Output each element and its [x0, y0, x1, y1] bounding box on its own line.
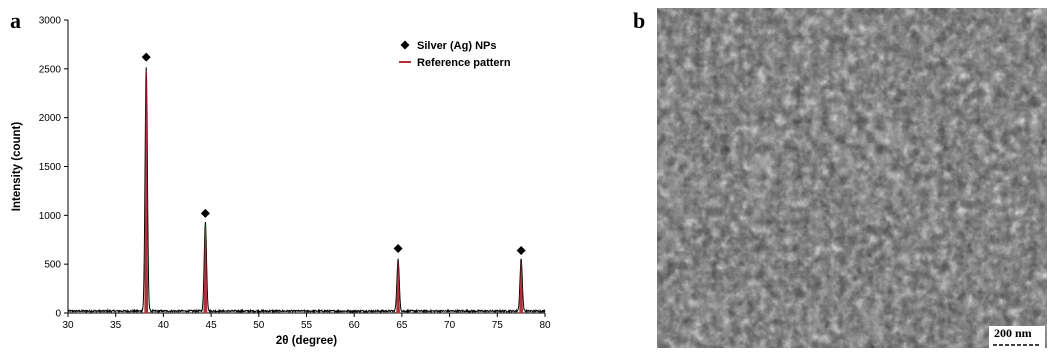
- y-tick-label: 500: [44, 260, 61, 271]
- panel-b-letter: b: [633, 8, 646, 33]
- y-tick-label: 0: [55, 309, 61, 320]
- legend-label-silver: Silver (Ag) NPs: [417, 40, 496, 52]
- sem-image: [657, 8, 1047, 348]
- measured-pattern-line: [67, 67, 546, 314]
- peak-diamond-marker: [200, 208, 210, 218]
- reference-peak: [519, 262, 524, 314]
- y-tick-label: 1000: [39, 211, 62, 222]
- x-tick-label: 75: [492, 320, 504, 331]
- y-axis-label: Intensity (count): [11, 122, 23, 212]
- reference-peak: [144, 70, 149, 314]
- y-tick-label: 1500: [39, 162, 62, 173]
- peak-diamond-marker: [393, 244, 403, 254]
- legend-diamond-icon: [400, 40, 410, 50]
- x-tick-label: 45: [206, 320, 218, 331]
- x-tick-label: 60: [349, 320, 361, 331]
- legend-label-reference: Reference pattern: [417, 57, 511, 69]
- x-axis-label: 2θ (degree): [276, 335, 337, 347]
- scalebar-label: 200 nm: [991, 326, 1035, 340]
- x-tick-label: 55: [301, 320, 313, 331]
- x-tick-label: 35: [110, 320, 122, 331]
- x-tick-label: 40: [158, 320, 170, 331]
- sem-micrograph: 200 nm: [657, 8, 1047, 348]
- x-tick-label: 70: [444, 320, 456, 331]
- x-tick-label: 65: [396, 320, 408, 331]
- x-tick-label: 50: [253, 320, 265, 331]
- reference-peak: [396, 262, 400, 314]
- x-tick-label: 30: [62, 320, 74, 331]
- y-tick-label: 2000: [39, 113, 62, 124]
- x-tick-label: 80: [539, 320, 551, 331]
- y-tick-label: 2500: [39, 64, 62, 75]
- reference-peak: [203, 225, 208, 314]
- xrd-chart: 30 35 40 45 50 55 60 65 70 75 80 0 500 1000 1500 2000 25…: [11, 16, 551, 348]
- peak-diamond-marker: [141, 52, 151, 62]
- y-tick-label: 3000: [39, 16, 62, 27]
- peak-diamond-marker: [516, 245, 526, 255]
- panel-a-letter: a: [10, 8, 21, 33]
